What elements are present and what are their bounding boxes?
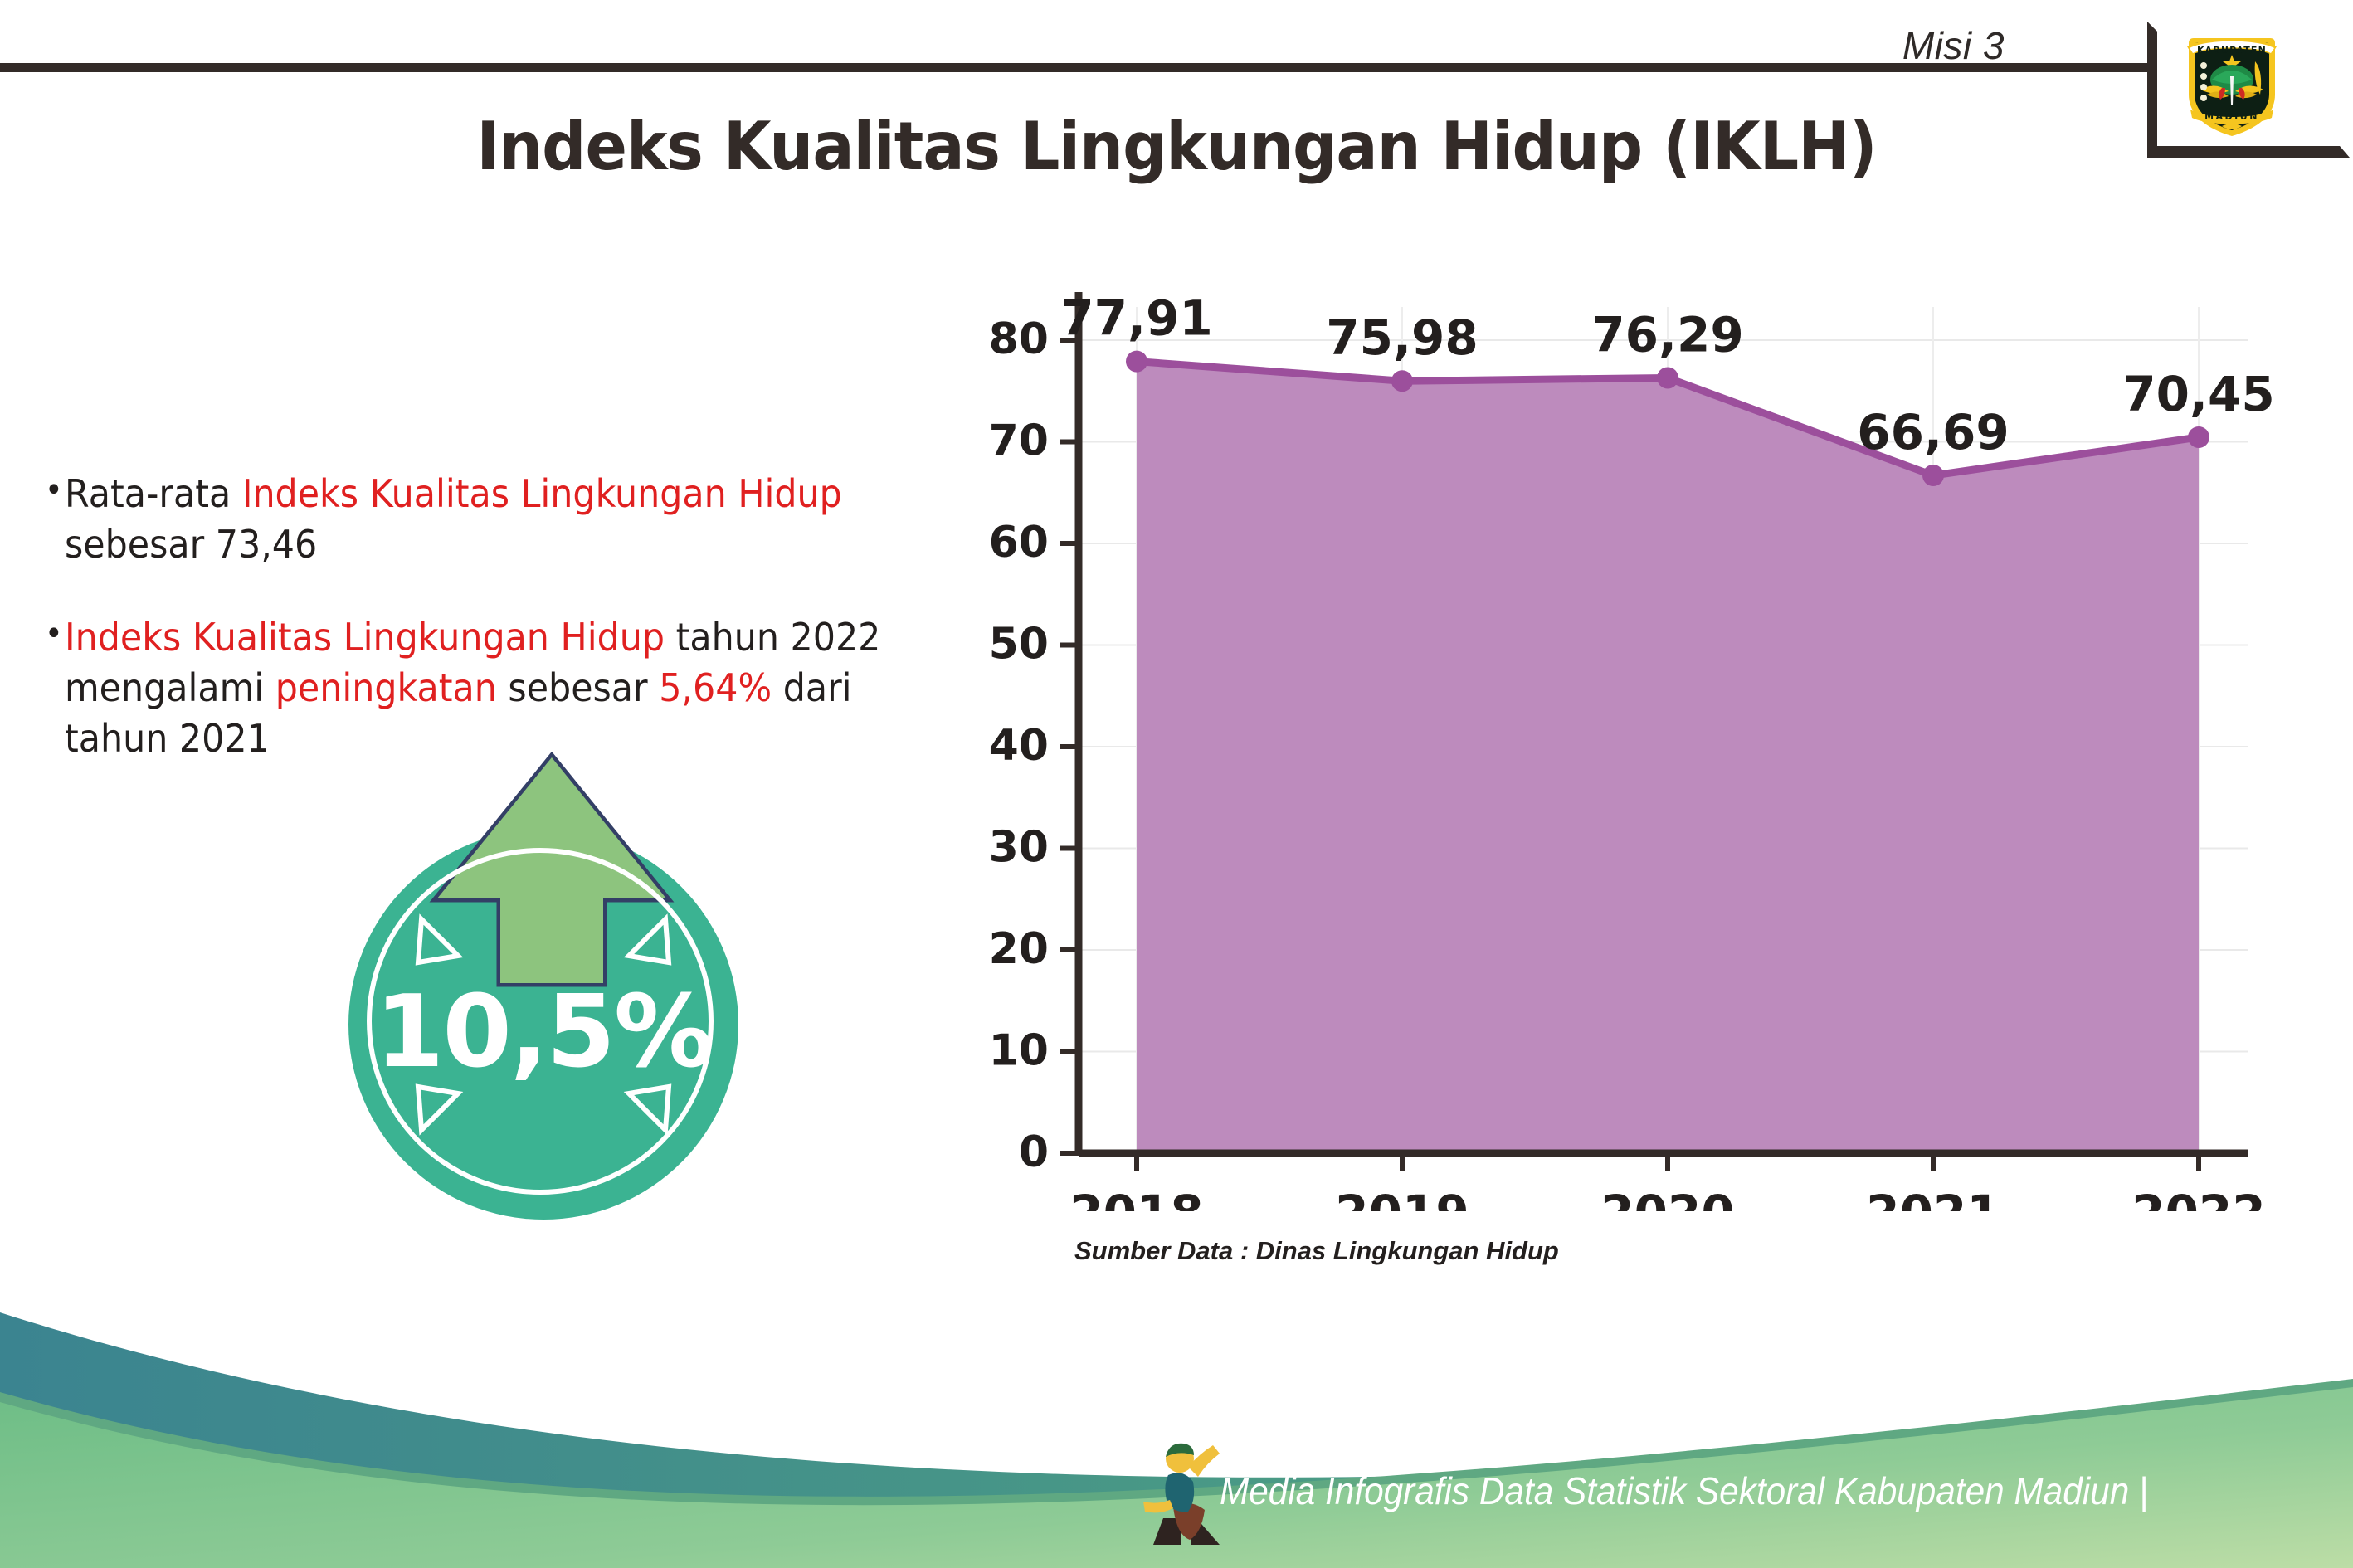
y-tick-label: 60 (989, 518, 1049, 567)
bullet-1-run-5: dari tahun 2021 (65, 665, 852, 761)
data-point-marker (1657, 367, 1678, 389)
y-tick-label: 10 (989, 1026, 1049, 1076)
header-bracket-frame (2147, 22, 2350, 158)
list-item: Indeks Kualitas Lingkungan Hidup tahun 2… (45, 612, 883, 763)
growth-badge: 10,5% (328, 751, 792, 1224)
x-tick-label: 2022 (2131, 1185, 2265, 1211)
y-tick-label: 40 (989, 721, 1049, 771)
kabupaten-madiun-crest-icon: KABUPATEN MADIUN (2187, 38, 2277, 136)
x-tick-label: 2019 (1335, 1185, 1469, 1211)
chart-x-tick-labels: 2018 2019 2020 2021 2022 (1069, 1185, 2265, 1211)
y-tick-label: 20 (989, 924, 1049, 974)
chart-axes (1060, 292, 2248, 1171)
data-point-marker (2188, 426, 2209, 448)
area-fill (1137, 361, 2199, 1153)
source-note: Sumber Data : Dinas Lingkungan Hidup (1074, 1236, 1559, 1265)
data-point-marker (1126, 350, 1147, 373)
chart-y-tick-labels: 0 10 20 30 40 50 60 70 80 (989, 314, 1049, 1177)
y-tick-label: 0 (1019, 1127, 1049, 1177)
footer-wave-decoration (0, 1312, 2353, 1568)
y-tick-label: 30 (989, 823, 1049, 873)
data-label: 77,91 (1060, 290, 1212, 347)
data-label: 76,29 (1591, 306, 1743, 363)
y-tick-label: 80 (989, 314, 1049, 364)
page-title: Indeks Kualitas Lingkungan Hidup (IKLH) (476, 108, 1877, 185)
list-item: Rata-rata Indeks Kualitas Lingkungan Hid… (45, 469, 883, 569)
footer-caption: Media Infografis Data Statistik Sektoral… (1220, 1469, 2148, 1512)
data-label: 70,45 (2122, 366, 2274, 422)
bullet-0-run-2: sebesar 73,46 (65, 521, 318, 567)
data-label: 75,98 (1326, 309, 1478, 366)
bullet-1-run-3: sebesar (496, 665, 660, 711)
bullet-1-run-1: tahun 2022 mengalami (65, 615, 881, 711)
x-tick-label: 2018 (1069, 1185, 1203, 1211)
badge-value: 10,5% (374, 975, 714, 1090)
header-divider-rule (0, 63, 2147, 72)
svg-text:MADIUN: MADIUN (2204, 111, 2259, 122)
bullet-0-run-1: Indeks Kualitas Lingkungan Hidup (241, 471, 842, 516)
x-tick-label: 2020 (1600, 1185, 1734, 1211)
x-tick-label: 2021 (1866, 1185, 2000, 1211)
bullet-0-run-0: Rata-rata (65, 471, 242, 516)
bullet-list: Rata-rata Indeks Kualitas Lingkungan Hid… (45, 469, 944, 807)
mascot-dancer-icon (1143, 1443, 1220, 1545)
chart-markers (1126, 350, 2209, 487)
misi-label: Misi 3 (1902, 24, 2005, 67)
svg-text:KABUPATEN: KABUPATEN (2197, 45, 2267, 56)
data-point-marker (1922, 465, 1944, 487)
y-tick-label: 50 (989, 620, 1049, 670)
data-label: 66,69 (1857, 404, 2009, 460)
bullet-1-run-0: Indeks Kualitas Lingkungan Hidup (65, 615, 665, 660)
iklh-area-chart: 0 10 20 30 40 50 60 70 80 2018 2019 2020 2021 2022 7… (989, 290, 2275, 1211)
bullet-1-run-2: peningkatan (275, 665, 497, 711)
badge-inner-ring (367, 848, 714, 1195)
chart-data-labels: 77,91 75,98 76,29 66,69 70,45 (1060, 290, 2274, 460)
chart-area-fill (1137, 361, 2199, 1153)
y-tick-label: 70 (989, 416, 1049, 466)
bullet-1-run-4: 5,64% (659, 665, 772, 711)
data-point-marker (1391, 370, 1413, 392)
